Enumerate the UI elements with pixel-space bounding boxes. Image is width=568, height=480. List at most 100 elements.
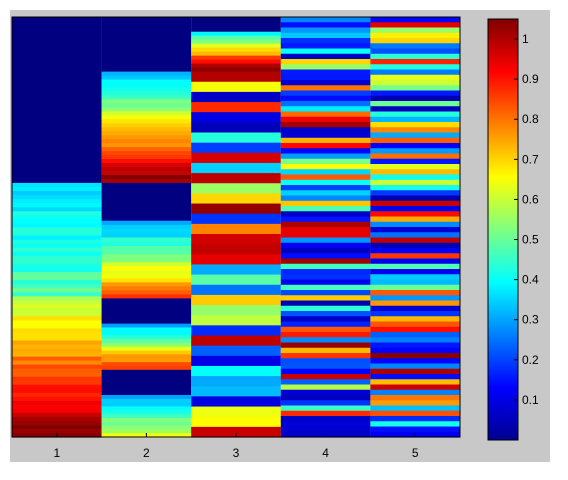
heatmap-column-5-band [370,232,460,239]
heatmap-column-1-band [12,360,102,366]
heatmap-column-3-band [191,122,281,134]
heatmap-column-5-band [370,337,460,344]
heatmap-column-5-band [370,379,460,386]
heatmap-column-1-band [12,17,102,184]
heatmap-column-2-band [101,406,192,411]
heatmap-column-4-band [280,248,371,254]
heatmap-column-2-band [101,270,192,275]
heatmap-column-2-band [101,339,192,344]
heatmap-column-4-band [280,384,371,391]
heatmap-column-4-band [280,148,371,155]
heatmap-column-5-band [370,190,460,197]
heatmap-column-1-band [12,376,102,382]
heatmap-column-2-band [101,331,192,336]
heatmap-column-4-band [280,426,371,433]
heatmap-column-5-band [370,32,460,39]
heatmap-column-4-band [280,379,371,386]
heatmap-column-1-band [12,211,102,216]
heatmap-column-5-band [370,69,460,76]
heatmap-column-1-band [12,259,102,265]
heatmap-column-5-band [370,59,460,65]
heatmap-column-4-band [280,416,371,422]
heatmap-column-5-band [370,305,460,312]
heatmap-column-5-band [370,342,460,349]
heatmap-column-5-band [370,116,460,123]
heatmap-column-2-band [101,135,192,140]
colorbar-tick-label: 0.1 [522,393,539,407]
heatmap-column-2-band [101,159,192,164]
colorbar-tick-label: 0.6 [522,192,539,206]
heatmap-column-1-band [12,191,102,196]
heatmap-column-2-band [101,262,192,267]
heatmap-column-4-band [280,258,371,265]
heatmap-column-4-band [280,137,371,144]
heatmap-column-5-band [370,269,460,275]
heatmap-column-3-band [191,294,281,306]
heatmap-column-4-band [280,190,371,197]
heatmap-column-4-band [280,326,371,333]
heatmap-column-5-band [370,416,460,422]
heatmap-column-4-band [280,153,371,160]
heatmap-column-5-band [370,195,460,202]
heatmap-column-5-band [370,132,460,139]
heatmap-column-3-band [191,386,281,397]
heatmap-column-4-band [280,410,371,417]
heatmap-column-4-band [280,106,371,113]
heatmap-column-2-band [101,294,192,299]
heatmap-column-4-band [280,211,371,218]
heatmap-column-3-band [191,152,281,164]
heatmap-column-1-band [12,267,102,273]
heatmap-column-4-band [280,200,371,207]
heatmap-column-1-band [12,300,102,305]
heatmap-column-2-band [101,87,192,93]
heatmap-column-2-band [101,127,192,132]
heatmap-column-1-band [12,328,102,334]
heatmap-column-5-band [370,248,460,254]
heatmap-column-2-band [101,119,192,124]
heatmap-column-2-band [101,410,192,415]
heatmap-column-3-band [191,406,281,418]
heatmap-column-4-band [280,400,371,407]
heatmap-column-1-band [12,352,102,358]
heatmap-column-1-band [12,247,102,253]
heatmap-column-3-band [191,51,281,57]
heatmap-column-1-band [12,348,102,354]
heatmap-column-3-band [191,213,281,225]
heatmap-column-4-band [280,22,371,29]
heatmap-column-2-band [101,354,192,359]
heatmap-column-4-band [280,363,371,370]
heatmap-column-1-band [12,239,102,245]
heatmap-column-3-band [191,43,281,49]
heatmap-column-3-band [191,59,281,65]
heatmap-column-1-band [12,316,102,322]
heatmap-column-2-band [101,17,192,73]
heatmap-column-3-band [191,203,281,215]
heatmap-column-2-band [101,220,192,226]
heatmap-column-3-band [191,365,281,377]
heatmap-column-5-band [370,221,460,228]
heatmap-column-4-band [280,358,371,365]
heatmap-column-2-band [101,229,192,234]
heatmap-column-1-band [12,255,102,261]
heatmap-column-1-band [12,408,102,414]
heatmap-column-2-band [101,143,192,148]
heatmap-column-2-band [101,335,192,340]
heatmap-column-2-band [101,369,192,396]
heatmap-column-4-band [280,395,371,401]
heatmap-column-5-band [370,80,460,86]
heatmap-column-4-band [280,321,371,328]
heatmap-column-3-band [191,376,281,387]
heatmap-column-4-band [280,48,371,55]
colorbar-tick-label: 0.3 [522,313,539,327]
heatmap-column-4-band [280,232,371,239]
heatmap-column-2-band [101,398,192,404]
heatmap-column-5-band [370,274,460,281]
heatmap-column-5-band [370,53,460,60]
heatmap-column-5-band [370,74,460,81]
heatmap-column-2-band [101,274,192,279]
heatmap-column-1-band [12,284,102,289]
heatmap-column-4-band [280,337,371,344]
x-tick-label: 4 [322,446,329,460]
heatmap-column-2-band [101,99,192,104]
heatmap-column-1-band [12,223,102,229]
